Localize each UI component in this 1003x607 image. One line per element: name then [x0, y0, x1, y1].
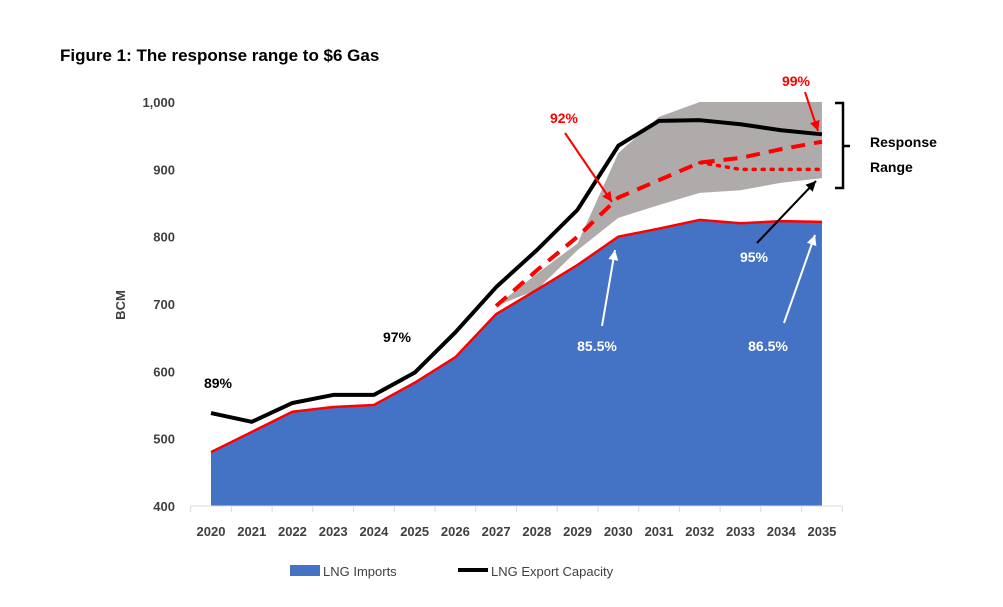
arrow-shaft: [783, 234, 816, 324]
x-tick-label: 2032: [685, 524, 714, 539]
arrow-95-pct: [756, 180, 817, 244]
arrow-head: [805, 181, 816, 192]
x-tick-label: 2035: [807, 524, 836, 539]
annotation-92-pct: 92%: [550, 110, 579, 126]
x-tick-label: 2027: [482, 524, 511, 539]
bracket-label-line1: Response: [870, 134, 937, 150]
x-tick-label: 2034: [767, 524, 797, 539]
legend-label-lng-export-capacity: LNG Export Capacity: [491, 564, 614, 579]
annotation-99-pct: 99%: [782, 73, 811, 89]
annotation-89-pct: 89%: [204, 375, 233, 391]
x-tick-label: 2033: [726, 524, 755, 539]
y-tick-label: 800: [153, 230, 175, 245]
y-tick-label: 400: [153, 499, 175, 514]
lng-imports-area: [211, 219, 822, 507]
x-tick-label: 2023: [319, 524, 348, 539]
x-tick-label: 2020: [197, 524, 226, 539]
bracket-label-line2: Range: [870, 159, 913, 175]
legend-label-lng-imports: LNG Imports: [323, 564, 397, 579]
x-tick-label: 2025: [400, 524, 429, 539]
arrow-head: [806, 235, 817, 247]
response-range-bracket: [835, 101, 850, 190]
annotation-95-pct: 95%: [740, 249, 769, 265]
y-tick-label: 900: [153, 162, 175, 177]
legend-swatch-lng-imports: [290, 565, 320, 576]
y-tick-label: 700: [153, 297, 175, 312]
arrow-head: [608, 250, 619, 261]
lng-export-capacity-line: [210, 118, 823, 424]
lng-imports-edge-line: [210, 218, 822, 454]
x-tick-label: 2021: [237, 524, 266, 539]
arrow-shaft: [564, 132, 613, 203]
arrow-shaft: [601, 249, 616, 327]
chart-title: Figure 1: The response range to $6 Gas: [60, 46, 380, 65]
x-tick-label: 2028: [522, 524, 551, 539]
y-tick-label: 500: [153, 432, 175, 447]
x-tick-label: 2022: [278, 524, 307, 539]
x-tick-label: 2026: [441, 524, 470, 539]
arrow-99-pct: [804, 91, 820, 132]
x-tick-label: 2029: [563, 524, 592, 539]
arrow-head: [810, 119, 820, 131]
response-dashed-line: [494, 139, 823, 308]
annotation-86-5-pct: 86.5%: [748, 338, 788, 354]
x-tick-label: 2030: [604, 524, 633, 539]
y-tick-label: 1,000: [142, 95, 175, 110]
y-axis-label: BCM: [113, 290, 128, 320]
arrow-92-pct: [564, 132, 613, 203]
annotation-97-pct: 97%: [383, 329, 412, 345]
x-tick-label: 2024: [359, 524, 389, 539]
x-tick-label: 2031: [645, 524, 674, 539]
response-range-band: [496, 102, 822, 307]
arrow-head: [602, 190, 612, 202]
annotation-85-5-pct: 85.5%: [577, 338, 617, 354]
arrow-86-5-pct: [783, 234, 817, 324]
arrow-85-5-pct: [601, 249, 619, 327]
response-dotted-line: [698, 160, 824, 172]
arrow-shaft: [756, 180, 817, 244]
y-tick-label: 600: [153, 364, 175, 379]
